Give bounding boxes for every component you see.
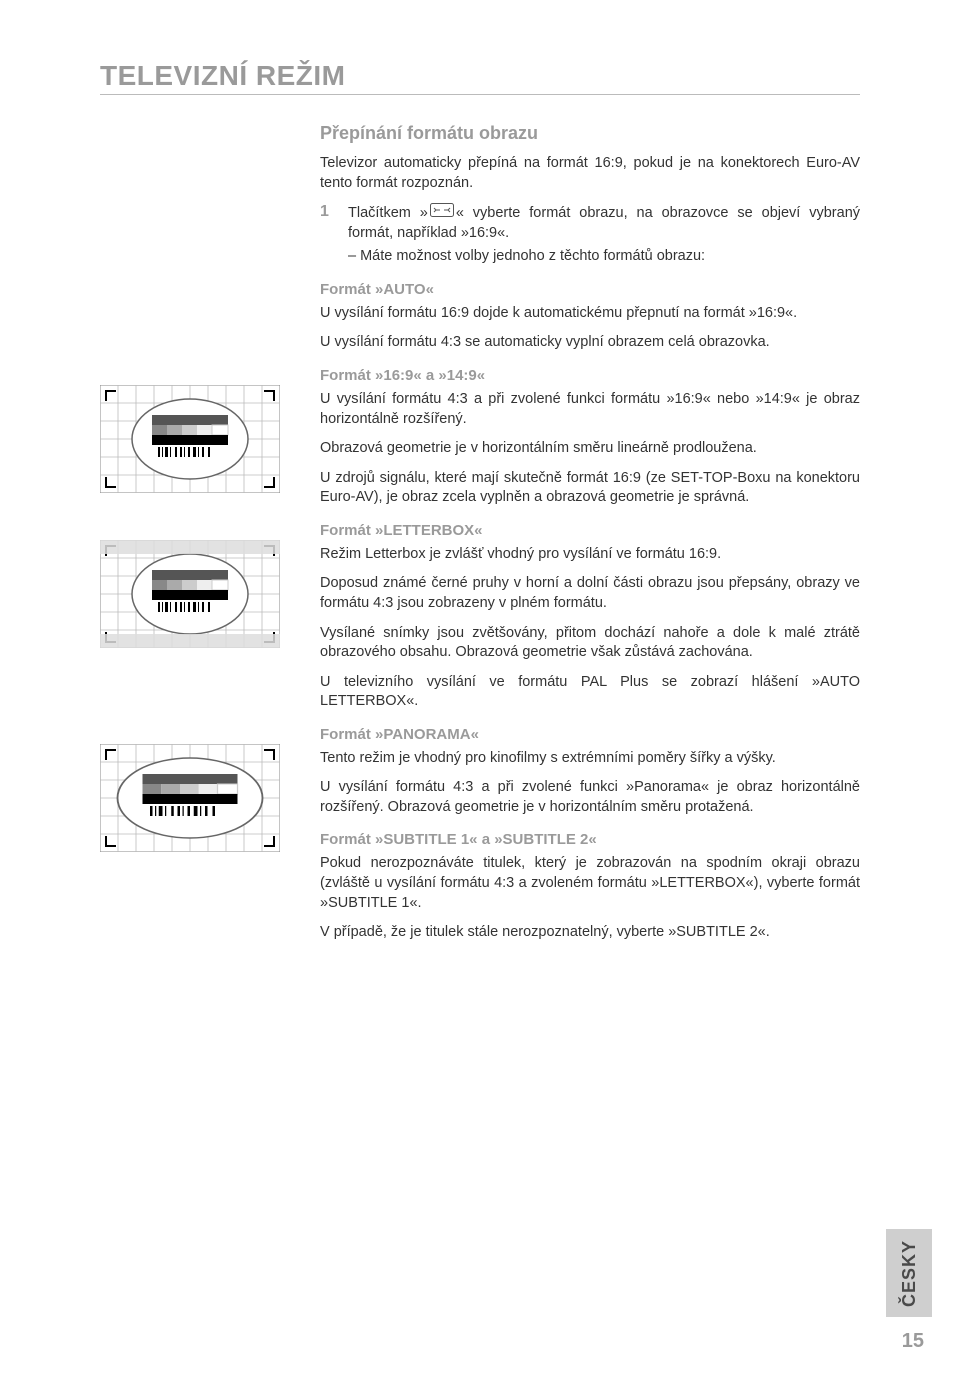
- page-number: 15: [902, 1330, 924, 1353]
- step-1: 1 Tlačítkem »« vyberte formát obrazu, na…: [320, 203, 860, 267]
- step-sub: – Máte možnost volby jednoho z těchto fo…: [348, 247, 860, 267]
- format-letterbox-p2: Doposud známé černé pruhy v horní a doln…: [320, 574, 860, 613]
- format-panorama-p2: U vysílání formátu 4:3 a při zvolené fun…: [320, 778, 860, 817]
- language-tab-label: ČESKY: [899, 1239, 920, 1306]
- format-subtitle-p2: V případě, že je titulek stále nerozpozn…: [320, 923, 860, 943]
- step-body: Tlačítkem »« vyberte formát obrazu, na o…: [348, 203, 860, 267]
- format-169-p1: U vysílání formátu 4:3 a při zvolené fun…: [320, 390, 860, 429]
- step-text-a: Tlačítkem »: [348, 205, 428, 221]
- format-auto-title: Formát »AUTO«: [320, 281, 860, 298]
- tv-illustration-169: [100, 385, 280, 493]
- format-subtitle-title: Formát »SUBTITLE 1« a »SUBTITLE 2«: [320, 831, 860, 848]
- format-letterbox-block: Formát »LETTERBOX« Režim Letterbox je zv…: [320, 522, 860, 712]
- format-letterbox-p1: Režim Letterbox je zvlášť vhodný pro vys…: [320, 545, 860, 565]
- format-169-title: Formát »16:9« a »14:9«: [320, 367, 860, 384]
- format-169-block: Formát »16:9« a »14:9« U vysílání formát…: [320, 367, 860, 508]
- format-panorama-title: Formát »PANORAMA«: [320, 726, 860, 743]
- tv-illustration-letterbox: [100, 540, 280, 648]
- format-button-icon: [430, 203, 454, 224]
- format-auto-block: Formát »AUTO« U vysílání formátu 16:9 do…: [320, 281, 860, 353]
- step-number: 1: [320, 203, 334, 267]
- content-column: Přepínání formátu obrazu Televizor autom…: [320, 123, 860, 943]
- tv-illustration-panorama: [100, 744, 280, 852]
- intro-paragraph: Televizor automaticky přepíná na formát …: [320, 154, 860, 193]
- format-letterbox-p3: Vysílané snímky jsou zvětšovány, přitom …: [320, 624, 860, 663]
- format-subtitle-block: Formát »SUBTITLE 1« a »SUBTITLE 2« Pokud…: [320, 831, 860, 942]
- format-letterbox-p4: U televizního vysílání ve formátu PAL Pl…: [320, 673, 860, 712]
- format-auto-p2: U vysílání formátu 4:3 se automaticky vy…: [320, 333, 860, 353]
- format-169-p2: Obrazová geometrie je v horizontálním sm…: [320, 439, 860, 459]
- format-169-p3: U zdrojů signálu, které mají skutečně fo…: [320, 469, 860, 508]
- format-subtitle-p1: Pokud nerozpoznáváte titulek, který je z…: [320, 854, 860, 913]
- main-title: TELEVIZNÍ REŽIM: [100, 60, 860, 95]
- format-panorama-p1: Tento režim je vhodný pro kinofilmy s ex…: [320, 749, 860, 769]
- format-auto-p1: U vysílání formátu 16:9 dojde k automati…: [320, 304, 860, 324]
- section-title: Přepínání formátu obrazu: [320, 123, 860, 144]
- format-letterbox-title: Formát »LETTERBOX«: [320, 522, 860, 539]
- page-container: TELEVIZNÍ REŽIM Přepínání formátu obrazu…: [0, 0, 960, 993]
- format-panorama-block: Formát »PANORAMA« Tento režim je vhodný …: [320, 726, 860, 818]
- language-tab: ČESKY: [886, 1229, 932, 1317]
